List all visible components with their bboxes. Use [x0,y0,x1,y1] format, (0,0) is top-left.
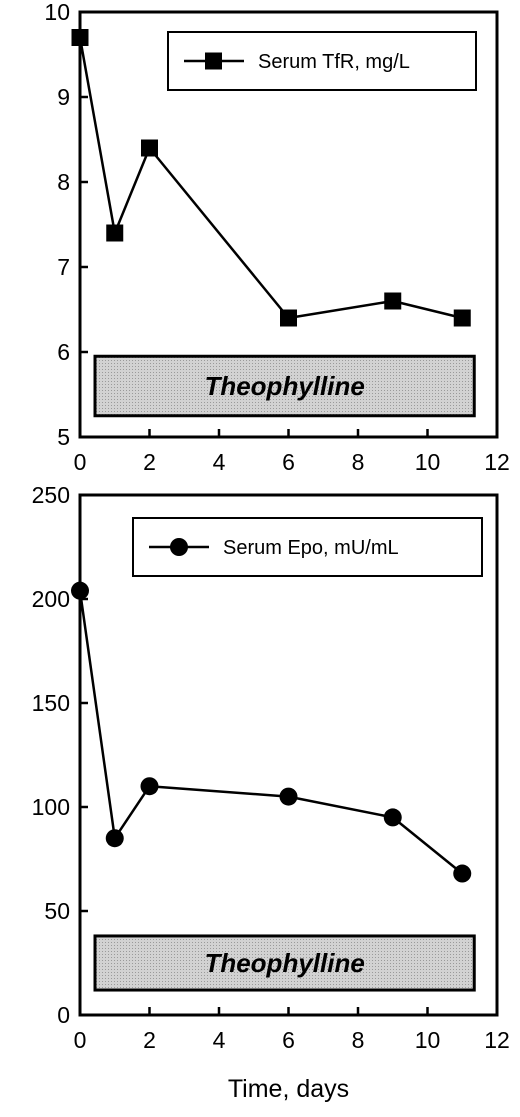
x-tick-label: 0 [74,449,87,475]
x-tick-label: 4 [213,1027,226,1053]
x-tick-label: 8 [352,449,365,475]
legend-label: Serum Epo, mU/mL [223,537,399,559]
data-point [384,292,402,310]
x-tick-label: 6 [282,1027,295,1053]
legend-marker-circle [170,538,188,556]
x-tick-label: 12 [484,449,510,475]
y-tick-label: 8 [57,169,70,195]
y-tick-label: 5 [57,424,70,450]
data-point [105,829,124,848]
data-point [71,581,89,600]
y-tick-label: 150 [32,690,70,716]
data-point [71,29,89,46]
x-tick-label: 6 [282,449,295,475]
treatment-band [93,934,476,992]
data-point [279,787,298,806]
y-tick-label: 10 [44,0,70,25]
legend-label: Serum TfR, mg/L [258,51,410,73]
data-point [141,139,158,157]
y-tick-label: 100 [32,794,70,820]
series-line [78,37,463,320]
legend-box [132,517,483,577]
y-tick-label: 6 [57,339,70,365]
y-tick-label: 200 [32,586,70,612]
legend: Serum TfR, mg/L [167,31,477,91]
treatment-band [93,354,476,418]
series-line [78,590,464,875]
legend-marker-square [205,52,222,70]
data-point [106,224,124,242]
x-axis-label: Time, days [228,1075,349,1103]
y-tick-label: 0 [57,1002,70,1028]
x-tick-label: 2 [143,449,156,475]
y-tick-label: 50 [44,898,70,924]
treatment-band-label: Theophylline [204,371,364,401]
legend: Serum Epo, mU/mL [132,517,483,577]
y-tick-label: 7 [57,254,70,280]
data-point [280,309,297,327]
data-point [383,808,402,827]
x-tick-label: 4 [213,449,226,475]
x-tick-label: 12 [484,1027,510,1053]
treatment-band-label: Theophylline [204,948,364,978]
x-tick-label: 8 [352,1027,365,1053]
x-tick-label: 10 [415,1027,441,1053]
x-tick-label: 10 [415,449,441,475]
chart-panel-2: Theophylline 0 50 100 150 200 250 0 2 4 6 8 10 12 Time… [32,482,510,1103]
y-tick-label: 250 [32,482,70,508]
data-point [140,777,159,796]
chart-panel-1: Theophylline 5 6 7 8 9 10 0 2 4 6 8 10 12 Serum TfR, m… [44,0,509,475]
data-point [453,864,472,883]
x-tick-label: 2 [143,1027,156,1053]
y-tick-label: 9 [57,84,70,110]
x-tick-label: 0 [74,1027,87,1053]
data-point [453,309,471,327]
